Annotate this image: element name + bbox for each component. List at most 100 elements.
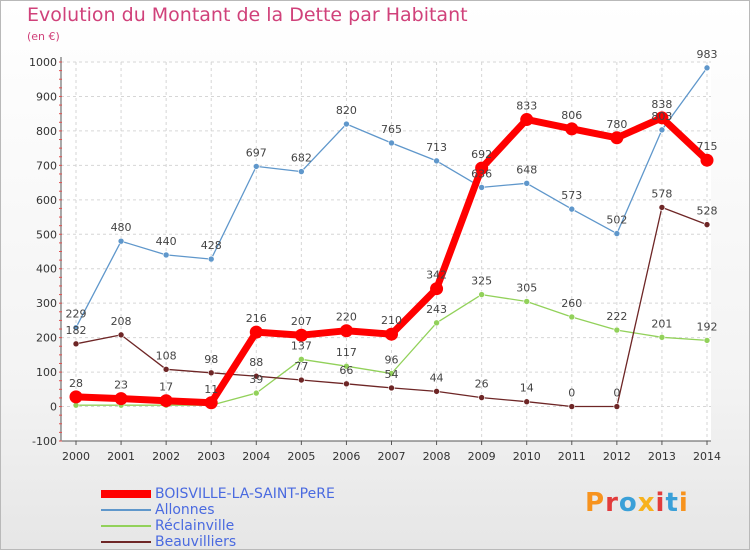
chart-subtitle: (en €)	[27, 30, 60, 43]
data-point	[523, 398, 531, 406]
y-tick-label: 100	[36, 366, 57, 379]
data-point	[703, 221, 711, 228]
legend-label: Allonnes	[155, 502, 215, 518]
x-tick-label: 2007	[378, 450, 406, 463]
data-point	[159, 394, 173, 408]
data-point	[568, 403, 576, 410]
data-label: 201	[651, 317, 672, 330]
legend-swatch	[101, 541, 151, 543]
data-point	[433, 388, 440, 395]
data-label: 480	[111, 221, 132, 234]
plot-area	[61, 62, 711, 441]
y-tick-label: -100	[32, 435, 57, 448]
data-label: 342	[426, 269, 447, 282]
data-label: 697	[246, 146, 267, 159]
data-point	[207, 369, 215, 377]
legend-label: BOISVILLE-LA-SAINT-PeRE	[155, 486, 335, 502]
data-label: 54	[385, 368, 399, 381]
logo-letter: i	[678, 488, 689, 518]
data-label: 803	[651, 110, 672, 123]
data-label: 833	[516, 100, 537, 113]
data-label: 17	[159, 381, 173, 394]
legend-swatch	[101, 509, 151, 511]
x-tick-label: 2011	[558, 450, 586, 463]
data-point	[613, 230, 621, 237]
y-tick-label: 0	[50, 401, 57, 414]
data-label: 0	[613, 387, 620, 400]
data-point	[343, 120, 350, 128]
data-point	[388, 370, 395, 377]
y-tick-label: 500	[36, 228, 57, 241]
data-label: 182	[66, 324, 87, 337]
data-label: 806	[561, 109, 582, 122]
chart-title: Evolution du Montant de la Dette par Hab…	[27, 4, 468, 26]
legend-swatch	[101, 490, 151, 498]
data-point	[523, 298, 531, 305]
x-tick-label: 2006	[332, 450, 360, 463]
data-label: 96	[385, 353, 399, 366]
data-point	[613, 403, 621, 410]
data-point	[298, 356, 305, 363]
data-label: 98	[204, 353, 218, 366]
y-tick-label: 800	[36, 125, 57, 138]
x-tick-label: 2005	[287, 450, 315, 463]
data-label: 715	[697, 140, 718, 153]
logo-letter: o	[618, 488, 638, 518]
y-tick-label: 300	[36, 297, 57, 310]
x-tick-label: 2008	[423, 450, 451, 463]
data-point	[568, 205, 576, 213]
data-label: 765	[381, 123, 402, 136]
x-tick-label: 2013	[648, 450, 676, 463]
legend-label: Réclainville	[155, 518, 235, 534]
data-label: 713	[426, 141, 447, 154]
data-label: 26	[475, 378, 489, 391]
data-point	[568, 313, 576, 321]
data-point	[655, 111, 669, 125]
data-label: 305	[516, 281, 537, 294]
data-point	[162, 251, 170, 259]
data-label: 208	[111, 315, 132, 328]
data-point	[162, 366, 170, 373]
data-label: 820	[336, 104, 357, 117]
data-label: 77	[294, 360, 308, 373]
x-tick-label: 2009	[468, 450, 496, 463]
data-label: 243	[426, 303, 447, 316]
data-label: 983	[697, 48, 718, 61]
data-point	[478, 184, 485, 191]
data-point	[343, 362, 350, 370]
data-label: 0	[568, 387, 575, 400]
data-label: 780	[606, 118, 627, 131]
data-point	[703, 337, 711, 344]
data-label: 636	[471, 167, 492, 180]
data-point	[658, 126, 666, 134]
y-tick-label: 200	[36, 332, 57, 345]
data-label: 325	[471, 275, 492, 288]
y-tick-label: 400	[36, 263, 57, 276]
x-tick-label: 2001	[107, 450, 135, 463]
data-label: 573	[561, 189, 582, 202]
x-tick-label: 2014	[693, 450, 721, 463]
logo-letter: t	[665, 488, 679, 518]
data-label: 502	[606, 214, 627, 227]
data-point	[298, 376, 305, 384]
data-point	[433, 157, 440, 165]
data-label: 648	[516, 163, 537, 176]
data-point	[478, 394, 485, 401]
y-tick-label: 700	[36, 159, 57, 172]
data-point	[433, 319, 440, 327]
data-label: 44	[430, 371, 444, 384]
data-point	[388, 139, 395, 147]
data-point	[249, 325, 263, 339]
data-label: 682	[291, 152, 312, 165]
data-label: 207	[291, 315, 312, 328]
data-point	[339, 324, 353, 338]
data-label: 39	[249, 373, 263, 386]
data-point	[385, 327, 398, 341]
y-tick-label: 900	[36, 90, 57, 103]
legend-swatch	[101, 525, 151, 527]
x-tick-label: 2002	[152, 450, 180, 463]
data-point	[565, 122, 579, 136]
data-label: 210	[381, 314, 402, 327]
